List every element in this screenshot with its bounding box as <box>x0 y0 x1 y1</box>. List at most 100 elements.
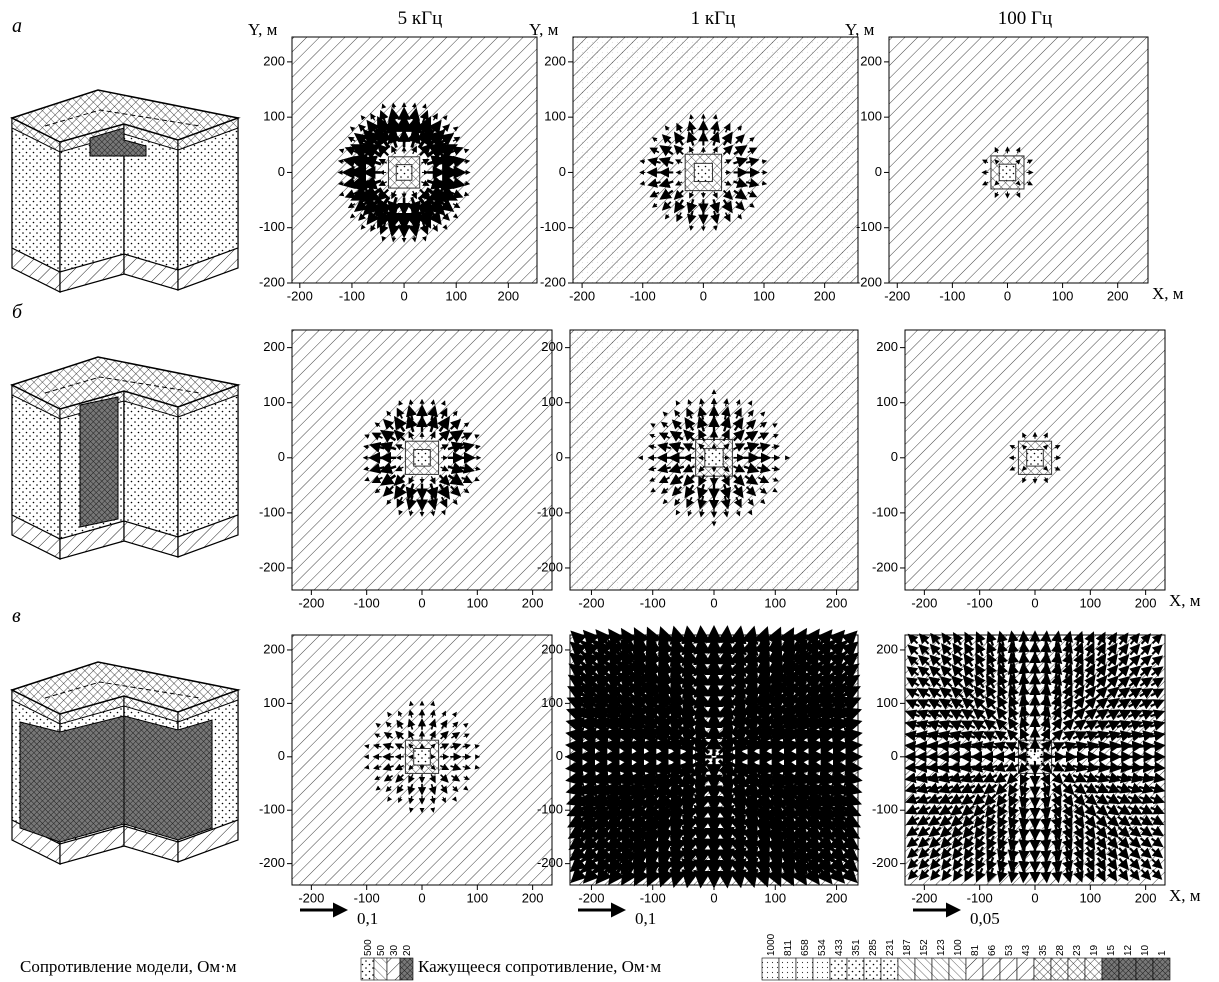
y-axis-label: Y, м <box>845 20 875 39</box>
x-tick-label: 200 <box>814 288 836 303</box>
y-tick-label: -100 <box>537 802 563 817</box>
x-tick-label: 0 <box>418 890 425 905</box>
y-tick-label: 200 <box>263 641 285 656</box>
x-tick-label: 200 <box>522 595 544 610</box>
legend-swatch <box>932 958 949 980</box>
y-tick-label: -100 <box>872 802 898 817</box>
conductor <box>124 716 212 840</box>
legend-title: Сопротивление модели, Ом·м <box>20 957 237 976</box>
field-arrow <box>1150 745 1164 746</box>
x-tick-label: 100 <box>445 288 467 303</box>
x-tick-label: 100 <box>753 288 775 303</box>
legend-swatch <box>400 958 413 980</box>
anomaly-core <box>999 164 1016 181</box>
y-tick-label: 0 <box>278 449 285 464</box>
legend-swatch <box>864 958 881 980</box>
legend-swatch <box>1102 958 1119 980</box>
legend-value: 534 <box>817 939 828 956</box>
x-tick-label: 100 <box>764 595 786 610</box>
field-arrow <box>411 702 412 705</box>
x-tick-label: -100 <box>354 890 380 905</box>
vector-map <box>570 330 858 590</box>
legend-value: 187 <box>902 939 913 956</box>
y-tick-label: 200 <box>263 53 285 68</box>
legend-value: 23 <box>1072 944 1083 956</box>
x-tick-label: -200 <box>578 595 604 610</box>
anomaly-core <box>414 748 431 765</box>
field-arrow <box>701 629 703 650</box>
legend-swatch <box>1000 958 1017 980</box>
legend-swatch <box>762 958 779 980</box>
y-tick-label: 100 <box>876 394 898 409</box>
x-tick-label: 0 <box>710 890 717 905</box>
conductor <box>80 397 118 527</box>
y-tick-label: 100 <box>544 109 566 124</box>
y-tick-label: 0 <box>875 164 882 179</box>
legend-swatch <box>898 958 915 980</box>
y-tick-label: 100 <box>263 695 285 710</box>
x-tick-label: 200 <box>522 890 544 905</box>
x-tick-label: 100 <box>1079 595 1101 610</box>
legend-value: 28 <box>1055 944 1066 956</box>
legend-swatch <box>374 958 387 980</box>
y-tick-label: -200 <box>537 855 563 870</box>
y-tick-label: 0 <box>278 748 285 763</box>
y-tick-label: -200 <box>537 559 563 574</box>
legend-value: 15 <box>1106 944 1117 956</box>
y-tick-label: -100 <box>540 219 566 234</box>
field-arrow <box>365 767 368 768</box>
x-tick-label: -200 <box>578 890 604 905</box>
vector-map <box>569 629 860 885</box>
y-tick-label: 200 <box>876 641 898 656</box>
vector-map <box>292 37 537 283</box>
x-tick-label: 0 <box>1031 890 1038 905</box>
x-tick-label: 200 <box>497 288 519 303</box>
x-tick-label: 100 <box>1079 890 1101 905</box>
legend-swatch <box>966 958 983 980</box>
legend-swatch <box>949 958 966 980</box>
legend-swatch <box>813 958 830 980</box>
y-tick-label: 200 <box>541 641 563 656</box>
column-title: 100 Гц <box>998 8 1052 29</box>
legend-value: 658 <box>800 939 811 956</box>
y-tick-label: 0 <box>556 748 563 763</box>
legend-value: 53 <box>1004 944 1015 956</box>
y-tick-label: -200 <box>540 274 566 289</box>
row-label: а <box>12 15 22 37</box>
legend-swatch <box>881 958 898 980</box>
field-arrow <box>365 746 368 747</box>
legend-value: 19 <box>1089 944 1100 956</box>
legend-swatch <box>1136 958 1153 980</box>
y-tick-label: -200 <box>259 274 285 289</box>
field-arrow <box>476 767 479 768</box>
x-axis-label: X, м <box>1169 886 1201 905</box>
x-tick-label: 0 <box>1004 288 1011 303</box>
x-axis-label: X, м <box>1152 284 1184 303</box>
y-tick-label: -200 <box>872 559 898 574</box>
legend-value: 231 <box>885 939 896 956</box>
y-tick-label: -200 <box>872 855 898 870</box>
y-tick-label: 100 <box>541 394 563 409</box>
legend-value: 81 <box>970 944 981 956</box>
legend-swatch <box>1119 958 1136 980</box>
x-tick-label: 100 <box>466 595 488 610</box>
x-tick-label: 0 <box>400 288 407 303</box>
y-tick-label: -100 <box>537 504 563 519</box>
legend-swatch <box>779 958 796 980</box>
x-tick-label: -100 <box>640 890 666 905</box>
legend-swatch <box>983 958 1000 980</box>
y-tick-label: 0 <box>891 449 898 464</box>
x-tick-label: 200 <box>1107 288 1129 303</box>
y-tick-label: 0 <box>891 748 898 763</box>
y-tick-label: 100 <box>541 695 563 710</box>
field-arrow <box>476 746 479 747</box>
y-tick-label: 200 <box>263 339 285 354</box>
x-tick-label: -200 <box>884 288 910 303</box>
x-tick-label: 0 <box>1031 595 1038 610</box>
anomaly-core <box>414 449 431 466</box>
y-tick-label: -100 <box>872 504 898 519</box>
x-tick-label: 200 <box>1135 595 1157 610</box>
legend-value: 123 <box>936 939 947 956</box>
legend-value: 1 <box>1157 950 1168 956</box>
field-arrow <box>411 809 412 812</box>
